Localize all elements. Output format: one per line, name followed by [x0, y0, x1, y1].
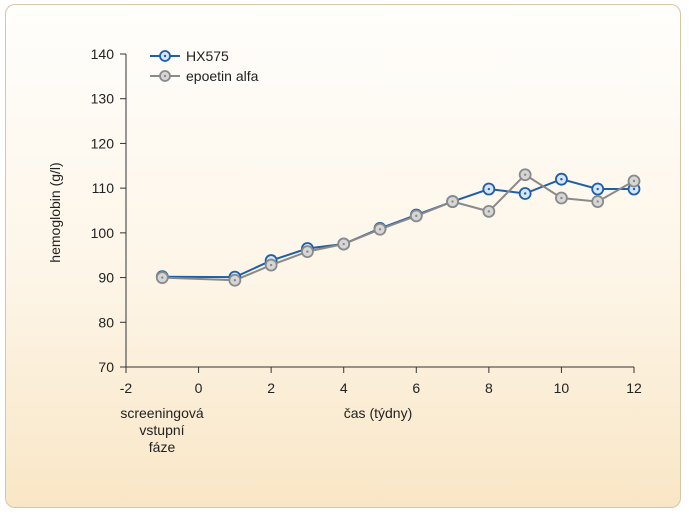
data-point-center-hx575 [596, 187, 599, 191]
x-tick-label: -2 [120, 380, 133, 396]
x-tick-label: 4 [340, 380, 348, 396]
data-point-center-hx575 [632, 187, 636, 191]
screening-phase-label: screeningová [120, 405, 203, 421]
legend-label-hx575: HX575 [186, 48, 229, 64]
x-tick-label: 8 [485, 380, 493, 396]
x-tick-label: 12 [626, 380, 642, 396]
data-point-center-epoetin-alfa [560, 196, 563, 200]
legend-marker-center-epoetin-alfa [163, 74, 167, 78]
y-tick-label: 80 [98, 314, 114, 330]
x-axis-title: čas (týdny) [344, 405, 412, 421]
x-tick-label: 6 [412, 380, 420, 396]
y-tick-label: 100 [91, 225, 115, 241]
data-point-center-epoetin-alfa [487, 210, 491, 213]
data-point-center-epoetin-alfa [161, 276, 164, 279]
y-tick-label: 70 [98, 359, 114, 375]
x-tick-label: 10 [554, 380, 570, 396]
data-point-center-epoetin-alfa [269, 263, 273, 267]
data-point-center-epoetin-alfa [451, 200, 454, 203]
chart-panel [5, 4, 681, 508]
data-point-center-epoetin-alfa [415, 214, 418, 218]
data-point-center-epoetin-alfa [596, 200, 599, 203]
data-point-center-hx575 [523, 192, 527, 195]
axes: 70 80 90 100 110 120 130 140 -2 0 2 4 6 8 10 12 hemoglob… [47, 46, 642, 455]
data-point-center-epoetin-alfa [233, 279, 237, 282]
x-tick-label: 2 [267, 380, 275, 396]
data-point-center-hx575 [487, 187, 491, 191]
data-point-center-epoetin-alfa [632, 179, 636, 183]
data-point-center-epoetin-alfa [342, 242, 345, 246]
data-point-center-epoetin-alfa [378, 228, 382, 231]
y-tick-label: 110 [92, 180, 115, 196]
y-tick-label: 140 [91, 46, 115, 62]
data-point-center-epoetin-alfa [523, 173, 527, 176]
y-tick-label: 90 [98, 270, 114, 286]
screening-phase-label: fáze [149, 439, 176, 455]
screening-phase-label: vstupní [139, 422, 184, 438]
data-point-center-hx575 [560, 178, 563, 181]
legend-marker-center-hx575 [163, 54, 167, 58]
y-tick-label: 120 [91, 135, 115, 151]
y-tick-label: 130 [91, 91, 115, 107]
legend-label-epoetin-alfa: epoetin alfa [186, 68, 259, 84]
y-axis-title: hemoglobin (g/l) [47, 162, 63, 262]
x-tick-label: 0 [195, 380, 203, 396]
data-marks [155, 168, 641, 287]
data-point-center-epoetin-alfa [306, 250, 309, 253]
legend: HX575 epoetin alfa [150, 48, 259, 84]
series-line-epoetin-alfa [162, 173, 635, 282]
